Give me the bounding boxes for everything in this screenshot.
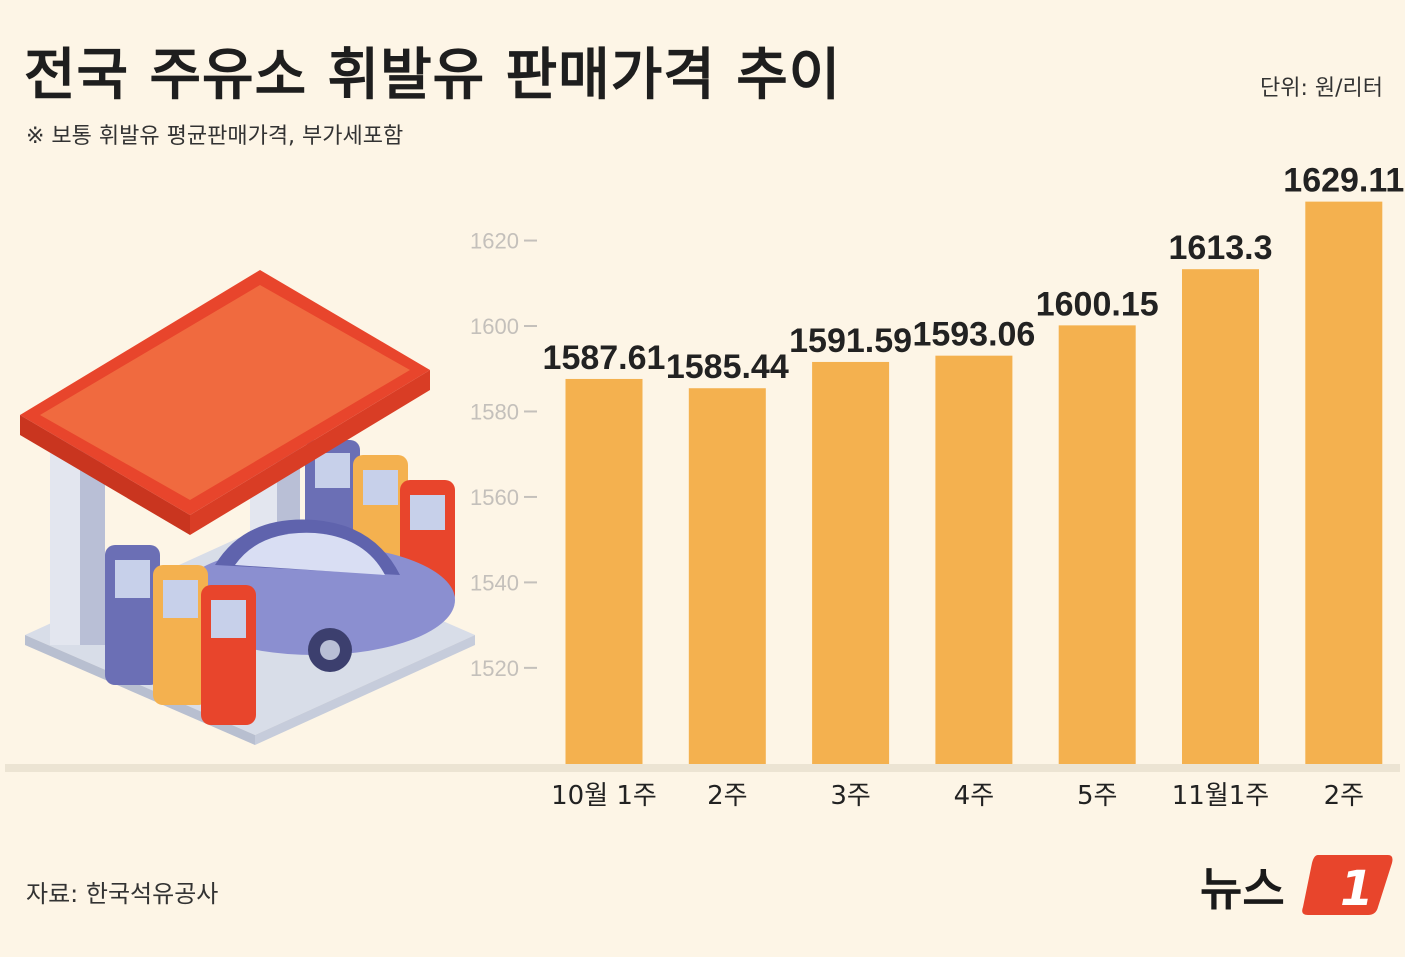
bar (1305, 201, 1383, 765)
x-axis: 10월 1주 2주 3주 4주 5주 11월1주 2주 (551, 781, 1364, 811)
chart-baseline (5, 764, 1400, 772)
x-tick-label: 10월 1주 (551, 781, 657, 811)
source-label: 자료: 한국석유공사 (26, 880, 219, 908)
bar (812, 361, 890, 764)
x-tick-label: 11월1주 (1172, 781, 1269, 811)
data-label: 1613.3 (1169, 229, 1273, 267)
bar (935, 355, 1013, 764)
gas-station-illustration (20, 270, 475, 745)
data-label: 1587.61 (543, 339, 666, 377)
y-tick-label: 1580 (470, 399, 519, 424)
chart-note: ※ 보통 휘발유 평균판매가격, 부가세포함 (26, 124, 404, 149)
x-tick-label: 4주 (954, 781, 994, 811)
chart-title: 전국 주유소 휘발유 판매가격 추이 (24, 43, 842, 108)
bar (565, 378, 643, 764)
x-tick-label: 5주 (1077, 781, 1117, 811)
news1-logo: 뉴스 1 (1200, 855, 1393, 917)
bar (1182, 269, 1259, 764)
y-tick-label: 1620 (470, 229, 519, 254)
y-tick-label: 1560 (470, 485, 519, 510)
data-label: 1585.44 (666, 348, 789, 386)
y-axis: 1520 1540 1560 1580 1600 1620 (470, 229, 537, 681)
data-label: 1591.59 (789, 322, 912, 360)
y-tick-label: 1540 (470, 570, 519, 595)
data-label: 1600.15 (1036, 285, 1159, 323)
bar (1058, 325, 1136, 764)
bars-group (565, 201, 1383, 765)
bar (688, 388, 766, 764)
x-tick-label: 2주 (707, 781, 747, 811)
x-tick-label: 2주 (1324, 781, 1364, 811)
logo-mark: 1 (1340, 861, 1373, 917)
y-tick-label: 1600 (470, 314, 519, 339)
y-tick-label: 1520 (470, 656, 519, 681)
unit-label: 단위: 원/리터 (1259, 76, 1383, 101)
logo-text: 뉴스 (1200, 862, 1285, 916)
data-label: 1629.11 (1283, 162, 1404, 200)
data-label: 1593.06 (912, 316, 1035, 354)
x-tick-label: 3주 (830, 781, 870, 811)
